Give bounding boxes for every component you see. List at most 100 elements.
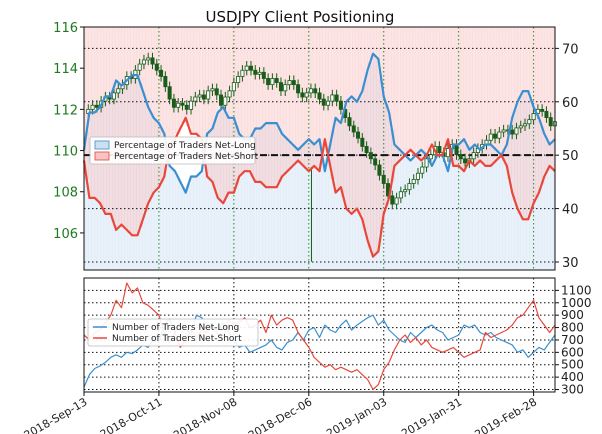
candle-body (458, 154, 463, 160)
legend-entry: Number of Traders Net-Short (112, 334, 242, 344)
net-long-fill (496, 152, 502, 270)
net-long-fill (437, 155, 443, 270)
net-long-fill (415, 152, 422, 270)
candle-body (206, 90, 211, 100)
candle-body (356, 131, 361, 139)
net-short-fill (201, 27, 208, 158)
candle-body (347, 117, 352, 127)
date-tick-label: 2018-Nov-08 (171, 395, 239, 434)
net-long-fill (464, 144, 470, 270)
net-long-fill (324, 157, 331, 270)
candle-body (214, 88, 219, 96)
candle-body (330, 94, 335, 102)
net-short-fill (191, 27, 197, 134)
date-axis: 2018-Sep-13 2018-Oct-11 2018-Nov-08 2018-De… (22, 392, 539, 434)
net-long-fill (458, 141, 465, 270)
net-short-fill (367, 27, 374, 249)
net-long-fill (314, 141, 320, 270)
date-tick-label: 2019-Jan-03 (324, 395, 389, 434)
date-tick-label: 2018-Sep-13 (22, 395, 90, 434)
net-short-fill (469, 27, 475, 164)
candle-body (497, 131, 502, 139)
candle-body (326, 100, 331, 106)
candle-body (463, 158, 468, 164)
right-tick-label: 700 (561, 333, 584, 347)
left-tick-label: 110 (53, 145, 78, 160)
net-long-fill (212, 120, 218, 270)
net-long-fill (442, 163, 448, 270)
right-tick-label: 40 (562, 203, 579, 218)
net-short-fill (314, 27, 320, 169)
net-short-fill (410, 27, 416, 153)
net-short-fill (485, 27, 491, 166)
net-long-fill (191, 176, 197, 270)
candle-body (266, 78, 271, 86)
candle-body (523, 123, 528, 127)
candle-body (219, 94, 224, 106)
candle-body (548, 117, 553, 127)
date-tick-label: 2019-Feb-28 (472, 395, 539, 434)
net-short-fill (383, 27, 390, 206)
right-tick-label: 900 (561, 308, 584, 322)
candle-body (257, 71, 262, 75)
candle-body (317, 92, 322, 100)
net-short-fill (100, 27, 106, 209)
candle-body (428, 154, 433, 160)
net-short-fill (356, 27, 363, 214)
net-short-fill (169, 27, 175, 142)
right-tick-label: 70 (562, 42, 579, 57)
net-long-fill (249, 133, 256, 270)
net-long-fill (84, 131, 90, 270)
left-tick-label: 106 (53, 227, 78, 242)
candle-body (304, 92, 309, 98)
candle-body (403, 189, 408, 193)
candle-body (150, 57, 155, 65)
net-short-fill (287, 27, 293, 169)
right-tick-label: 600 (561, 345, 584, 359)
net-short-fill (217, 27, 224, 201)
net-long-fill (549, 141, 555, 270)
bottom-plot-frame (83, 277, 556, 393)
left-tick-label: 108 (53, 186, 78, 201)
net-long-fill (276, 128, 283, 270)
candle-body (231, 82, 236, 92)
legend-box (89, 136, 256, 165)
candle-body (180, 102, 185, 106)
right-tick-label: 50 (562, 149, 579, 164)
net-short-fill (233, 27, 240, 185)
right-tick-label: 400 (561, 370, 584, 384)
candle-body (253, 69, 258, 75)
net-long-fill (244, 139, 250, 270)
net-long-fill (399, 152, 406, 270)
net-short-fill (373, 27, 379, 254)
net-long-fill (485, 144, 491, 270)
candle-body (437, 146, 442, 154)
candle-body (368, 152, 373, 160)
net-short-fill (464, 27, 470, 166)
candle-body (146, 57, 151, 61)
net-long-fill (164, 149, 170, 270)
candle-body (424, 158, 429, 168)
net-short-fill (84, 27, 90, 180)
candle-body (227, 90, 232, 98)
candle-body (176, 102, 181, 108)
candle-body (415, 172, 420, 180)
candle-body (248, 65, 253, 71)
legend-box (87, 318, 259, 347)
net-short-fill (126, 27, 133, 233)
net-short-fill (324, 27, 331, 153)
candle-body (321, 98, 326, 106)
net-long-fill (265, 123, 272, 270)
net-short-fill (158, 27, 165, 182)
net-short-fill (335, 27, 341, 190)
candle-body (360, 137, 365, 147)
candle-body (394, 197, 399, 205)
date-tick-label: 2018-Oct-11 (98, 395, 164, 434)
net-long-fill (421, 152, 427, 270)
net-short-fill (260, 27, 266, 185)
candle-body (236, 76, 241, 84)
candle-body (154, 63, 159, 71)
right-tick-label: 60 (562, 96, 579, 111)
net-short-fill (292, 27, 299, 164)
